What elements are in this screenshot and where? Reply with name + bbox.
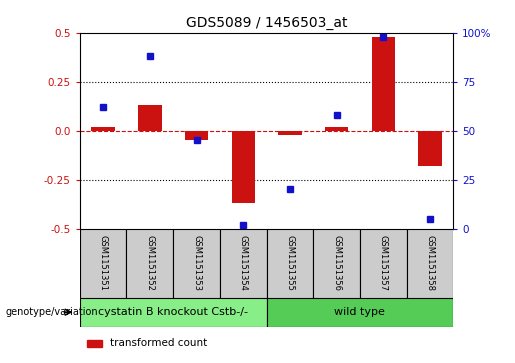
- Text: transformed count: transformed count: [110, 338, 207, 348]
- Bar: [406, 229, 453, 298]
- Bar: [88, 340, 102, 347]
- Bar: [138, 105, 162, 131]
- Text: GSM1151358: GSM1151358: [425, 235, 434, 291]
- Bar: [267, 229, 313, 298]
- Bar: [220, 229, 267, 298]
- Bar: [418, 131, 441, 166]
- Bar: [325, 127, 348, 131]
- Bar: [371, 37, 395, 131]
- Text: cystatin B knockout Cstb-/-: cystatin B knockout Cstb-/-: [98, 307, 248, 317]
- Bar: [313, 229, 360, 298]
- Bar: [185, 131, 208, 140]
- Bar: [127, 229, 173, 298]
- Text: GSM1151353: GSM1151353: [192, 235, 201, 291]
- Text: GSM1151357: GSM1151357: [379, 235, 388, 291]
- Text: GSM1151356: GSM1151356: [332, 235, 341, 291]
- Bar: [232, 131, 255, 203]
- Bar: [80, 229, 127, 298]
- Bar: [360, 229, 406, 298]
- Text: GSM1151351: GSM1151351: [99, 235, 108, 291]
- Text: GSM1151355: GSM1151355: [285, 235, 295, 291]
- Bar: [278, 131, 301, 135]
- Bar: [173, 229, 220, 298]
- Bar: [92, 127, 115, 131]
- Text: GSM1151352: GSM1151352: [145, 235, 154, 291]
- Bar: [267, 298, 453, 327]
- Bar: [80, 298, 267, 327]
- Text: wild type: wild type: [334, 307, 385, 317]
- Title: GDS5089 / 1456503_at: GDS5089 / 1456503_at: [186, 16, 347, 30]
- Text: GSM1151354: GSM1151354: [238, 235, 248, 291]
- Text: genotype/variation: genotype/variation: [5, 307, 98, 317]
